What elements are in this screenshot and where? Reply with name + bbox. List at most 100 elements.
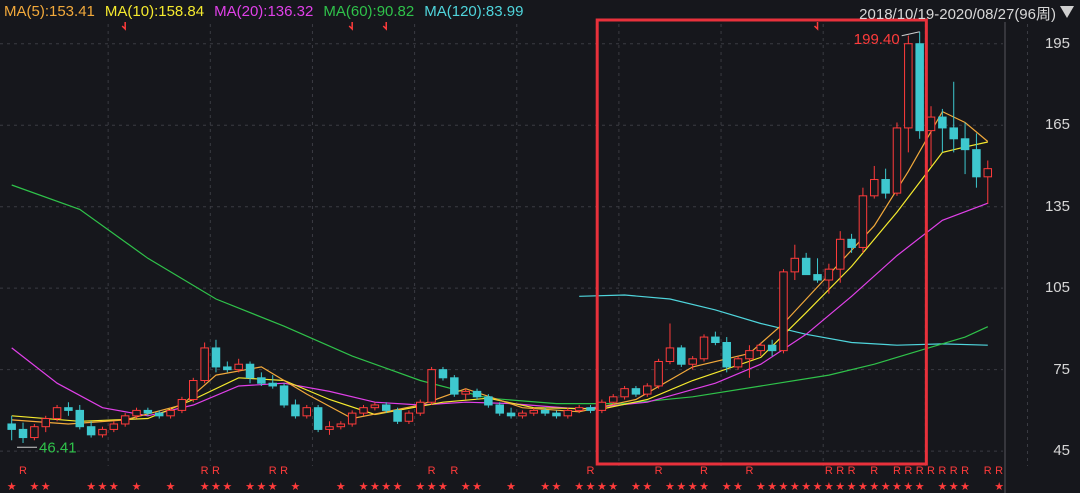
r-marker: R [19, 465, 27, 477]
candle-body [847, 238, 856, 248]
candle-body [881, 179, 890, 194]
candle-body [177, 399, 187, 411]
star-marker: ★ [415, 480, 425, 493]
candle-body [552, 412, 561, 417]
candle-body [427, 369, 436, 403]
candle [915, 31, 924, 139]
candle [450, 375, 459, 397]
star-marker: ★ [688, 480, 698, 493]
candle [756, 342, 766, 357]
candle [563, 407, 573, 419]
candle [620, 385, 629, 400]
r-marker: R [916, 465, 924, 477]
candle [858, 187, 868, 253]
star-marker: ★ [290, 480, 300, 493]
star-marker: ★ [665, 480, 675, 493]
top-tick-marker [121, 22, 126, 31]
candle-body [189, 380, 198, 401]
star-marker: ★ [393, 480, 403, 493]
candle-body [393, 409, 402, 422]
star-marker: ★ [642, 480, 652, 493]
candle-body [949, 127, 958, 140]
star-marker: ★ [847, 480, 857, 493]
ma60-line [11, 184, 989, 405]
r-marker: R [984, 465, 992, 477]
candle [801, 252, 811, 276]
candle-body [64, 407, 73, 411]
candle-body [813, 274, 822, 281]
candle-body [824, 268, 834, 281]
candle [245, 361, 255, 384]
ma5-label: MA(5):153.41 [4, 3, 95, 20]
ma5-line [11, 110, 989, 425]
candle-body [983, 168, 993, 178]
candle-body [790, 257, 800, 273]
candle-body [381, 404, 391, 411]
annotations: 199.40 46.41 [17, 31, 920, 456]
star-marker: ★ [7, 480, 17, 493]
candle-body [915, 43, 924, 132]
candle-body [756, 344, 766, 352]
max-pointer [901, 31, 920, 37]
star-marker: ★ [790, 480, 800, 493]
r-marker: R [700, 465, 708, 477]
star-marker: ★ [903, 480, 913, 493]
r-marker: R [950, 465, 958, 477]
candle-body [518, 412, 527, 417]
star-marker: ★ [540, 480, 550, 493]
candle-body [779, 271, 788, 352]
candle [767, 339, 777, 357]
candle-body [870, 179, 879, 197]
candle [154, 410, 164, 419]
star-marker: ★ [994, 480, 1004, 493]
candle-body [279, 385, 289, 406]
candle-body [472, 390, 482, 398]
r-marker: R [995, 465, 1003, 477]
star-marker: ★ [949, 480, 959, 493]
candle [586, 404, 595, 414]
candle [699, 334, 709, 362]
star-marker: ★ [813, 480, 823, 493]
candle [847, 233, 856, 253]
candle-body [654, 361, 663, 387]
candle [972, 133, 981, 188]
r-marker: R [927, 465, 935, 477]
candle [722, 337, 731, 373]
candle [52, 404, 62, 422]
r-marker: R [893, 465, 901, 477]
dropdown-arrow-icon[interactable] [1060, 6, 1074, 18]
star-marker: ★ [960, 480, 970, 493]
star-marker: ★ [461, 480, 471, 493]
star-marker: ★ [200, 480, 210, 493]
r-marker: R [961, 465, 969, 477]
candle [86, 421, 96, 438]
candle-body [699, 336, 709, 360]
ma10-label: MA(10):158.84 [104, 3, 205, 20]
candle-body [745, 350, 754, 360]
ma20-label: MA(20):136.32 [214, 3, 314, 20]
candle-body [801, 257, 811, 276]
candle [540, 407, 550, 416]
date-range-label[interactable]: 2018/10/19-2020/08/27(96周) [859, 6, 1056, 23]
candle-body [574, 407, 584, 411]
candle-body [484, 396, 493, 406]
ma60-label: MA(60):90.82 [323, 3, 415, 20]
highlight-box [595, 18, 928, 466]
candle-body [143, 409, 153, 414]
candle [427, 366, 436, 405]
candle [302, 404, 312, 419]
candle-body [359, 407, 368, 414]
candle [404, 410, 414, 424]
candle [495, 402, 504, 416]
star-marker: ★ [245, 480, 255, 493]
candle-body [18, 428, 28, 439]
r-marker: R [825, 465, 833, 477]
candle-body [643, 385, 652, 395]
candle-body [926, 116, 936, 132]
candle [597, 399, 607, 414]
y-tick-label: 195 [1044, 34, 1070, 52]
candle [892, 122, 902, 196]
candlesticks[interactable] [7, 31, 993, 443]
candle [120, 413, 130, 427]
